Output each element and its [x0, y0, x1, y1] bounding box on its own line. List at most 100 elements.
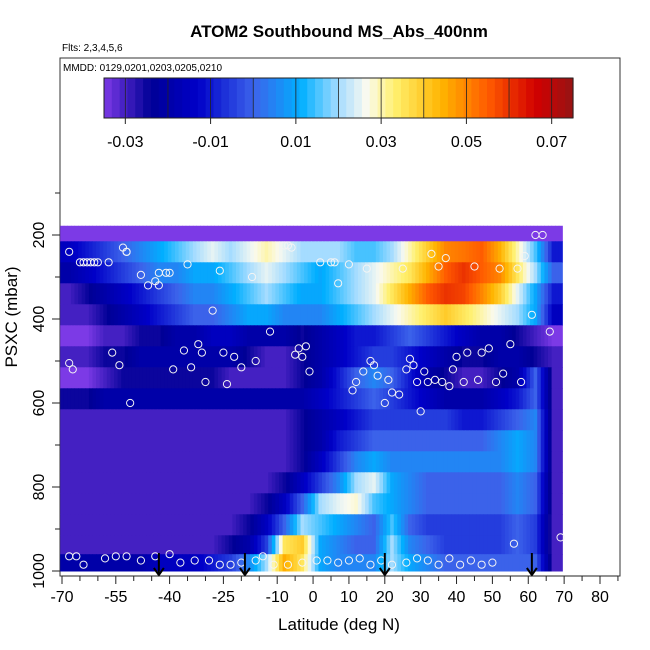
heatmap-cell	[490, 388, 495, 410]
heatmap-cell	[465, 409, 470, 431]
x-tick-label: -10	[266, 589, 289, 606]
heatmap-cell	[368, 262, 373, 284]
heatmap-cell	[383, 430, 388, 452]
heatmap-cell	[200, 535, 205, 555]
heatmap-cell	[354, 493, 359, 515]
heatmap-cell	[329, 283, 334, 305]
heatmap-cell	[318, 225, 323, 242]
heatmap-cell	[465, 346, 470, 368]
heatmap-cell	[110, 225, 115, 242]
heatmap-cell	[63, 430, 68, 452]
heatmap-cell	[74, 262, 79, 284]
heatmap-cell	[264, 472, 269, 494]
heatmap-cell	[78, 451, 83, 473]
heatmap-cell	[476, 325, 481, 347]
heatmap-cell	[314, 554, 319, 572]
heatmap-cell	[92, 514, 97, 536]
heatmap-cell	[63, 304, 68, 326]
heatmap-cell	[296, 241, 302, 263]
heatmap-cell	[106, 535, 111, 555]
heatmap-cell	[257, 225, 262, 242]
heatmap-cell	[221, 283, 226, 305]
sample-point	[384, 375, 393, 384]
heatmap-cell	[386, 367, 391, 389]
heatmap-cell	[121, 554, 126, 572]
heatmap-cell	[221, 225, 226, 242]
heatmap-cell	[436, 451, 441, 473]
heatmap-cell	[386, 225, 391, 242]
sample-point	[208, 306, 217, 315]
sample-point	[179, 346, 189, 355]
heatmap-cell	[526, 409, 531, 431]
colorbar-segment	[174, 78, 183, 118]
colorbar-segment	[494, 78, 504, 118]
heatmap-cell	[519, 514, 524, 536]
heatmap-cell	[289, 514, 294, 536]
heatmap-cell	[311, 225, 316, 242]
heatmap-cell	[429, 262, 434, 284]
heatmap-cell	[110, 262, 115, 284]
heatmap-cell	[185, 388, 190, 410]
heatmap-cell	[365, 304, 370, 326]
heatmap-cell	[157, 409, 162, 431]
heatmap-cell	[157, 430, 162, 452]
heatmap-cell	[347, 430, 352, 452]
heatmap-cell	[487, 225, 492, 242]
heatmap-cell	[67, 262, 72, 284]
heatmap-cell	[182, 283, 187, 305]
heatmap-cell	[304, 367, 309, 389]
heatmap-cell	[246, 535, 251, 555]
heatmap-cell	[157, 262, 162, 284]
heatmap-cell	[160, 388, 165, 410]
heatmap-cell	[476, 241, 481, 263]
heatmap-cell	[357, 325, 362, 347]
heatmap-cell	[365, 283, 370, 305]
heatmap-cell	[504, 514, 510, 536]
heatmap-cell	[268, 367, 273, 389]
heatmap-cell	[174, 346, 180, 368]
heatmap-cell	[246, 430, 251, 452]
heatmap-cell	[469, 388, 474, 410]
heatmap-cell	[167, 388, 172, 410]
heatmap-cell	[99, 388, 104, 410]
heatmap-cell	[307, 535, 312, 555]
heatmap-cell	[547, 535, 553, 555]
heatmap-cell	[318, 367, 323, 389]
heatmap-cell	[293, 514, 298, 536]
heatmap-cell	[540, 262, 545, 284]
heatmap-cell	[350, 262, 355, 284]
heatmap-cell	[286, 535, 291, 555]
heatmap-cell	[512, 535, 517, 555]
heatmap-cell	[540, 241, 545, 263]
heatmap-cell	[171, 241, 176, 263]
heatmap-cell	[426, 430, 431, 452]
heatmap-cell	[268, 451, 273, 473]
heatmap-cell	[67, 430, 72, 452]
heatmap-cell	[81, 225, 86, 242]
heatmap-cell	[128, 262, 133, 284]
heatmap-cell	[88, 472, 93, 494]
heatmap-cell	[325, 409, 330, 431]
heatmap-cell	[332, 325, 337, 347]
heatmap-cell	[221, 304, 226, 326]
heatmap-cell	[544, 554, 549, 572]
heatmap-cell	[257, 304, 262, 326]
heatmap-cell	[200, 554, 205, 572]
heatmap-cell	[479, 241, 484, 263]
heatmap-cell	[494, 283, 499, 305]
sample-point	[194, 340, 203, 349]
heatmap-cell	[311, 367, 316, 389]
heatmap-cell	[182, 388, 187, 410]
heatmap-cell	[347, 262, 352, 284]
sample-point	[90, 258, 99, 267]
heatmap-cell	[368, 409, 373, 431]
heatmap-cell	[250, 409, 255, 431]
heatmap-cell	[63, 325, 68, 347]
heatmap-cell	[436, 325, 441, 347]
colorbar-segment	[510, 78, 519, 118]
heatmap-cell	[433, 388, 438, 410]
heatmap-cell	[332, 241, 337, 263]
heatmap-cell	[74, 225, 79, 242]
heatmap-cell	[106, 325, 111, 347]
heatmap-cell	[322, 325, 327, 347]
